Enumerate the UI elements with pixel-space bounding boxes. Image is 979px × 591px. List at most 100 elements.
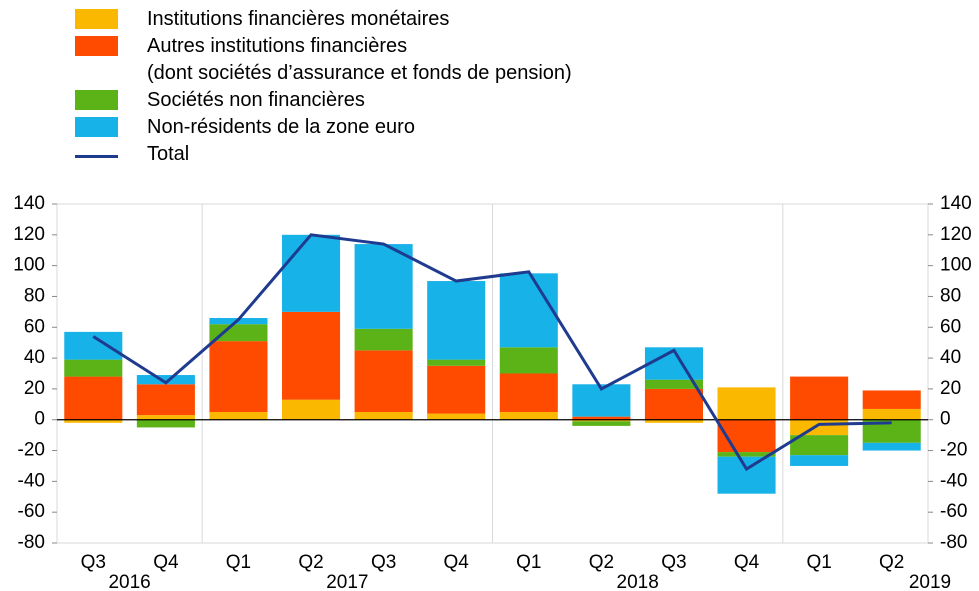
bar-segment: [790, 376, 849, 420]
x-tick-label: Q4: [734, 552, 760, 573]
bar-segment: [790, 435, 849, 456]
y-tick-label: 80: [24, 285, 45, 306]
y-tick-label: 140: [13, 193, 45, 214]
bar-segment: [354, 328, 413, 351]
y-tick-label: 100: [13, 255, 45, 276]
bar-segment: [572, 419, 631, 422]
x-tick-label: Q2: [589, 552, 614, 573]
x-tick-label: Q2: [879, 552, 904, 573]
x-tick-label: Q3: [661, 552, 686, 573]
y2-tick-label: 60: [940, 316, 961, 337]
legend-label: Autres institutions financières (dont so…: [147, 35, 572, 84]
y2-tick-label: 80: [940, 285, 961, 306]
bar-segment: [427, 281, 486, 360]
bar-segment: [136, 375, 195, 385]
bar-segment: [136, 384, 195, 416]
legend-label: Institutions financières monétaires: [147, 8, 450, 30]
y-tick-label: 0: [34, 409, 45, 430]
legend-item: Total: [75, 141, 572, 168]
legend: Institutions financières monétaires Autre…: [75, 6, 572, 168]
bar-segment: [862, 442, 921, 451]
x-tick-label: Q4: [153, 552, 179, 573]
bar-segment: [499, 412, 558, 420]
bar-segment: [64, 376, 123, 420]
x-tick-label: Q3: [371, 552, 396, 573]
legend-label: Total: [147, 143, 190, 165]
bar-segment: [282, 234, 341, 312]
y-tick-label: -60: [18, 501, 45, 522]
bar-segment: [862, 408, 921, 420]
bar-segment: [790, 455, 849, 466]
y2-tick-label: -80: [940, 532, 967, 553]
y-tick-label: -80: [18, 532, 45, 553]
bar-segment: [790, 419, 849, 436]
y-tick-label: 40: [24, 347, 45, 368]
y-tick-label: -40: [18, 470, 45, 491]
y-tick-label: 60: [24, 316, 45, 337]
legend-item: Autres institutions financières (dont so…: [75, 33, 572, 87]
legend-item: Sociétés non financières: [75, 87, 572, 114]
bar-segment: [64, 331, 123, 360]
bar-segment: [717, 456, 776, 494]
year-label: 2018: [617, 572, 659, 591]
bar-segment: [64, 359, 123, 377]
bar-segment: [644, 388, 703, 420]
total-line: [92, 233, 892, 472]
legend-label: Non-résidents de la zone euro: [147, 116, 415, 138]
bar-segment: [136, 415, 195, 420]
bar-segment: [427, 365, 486, 414]
bar-segment: [427, 413, 486, 420]
legend-swatch: [75, 117, 118, 137]
bar-segment: [572, 416, 631, 420]
bar-segment: [572, 421, 631, 426]
x-tick-label: Q3: [81, 552, 106, 573]
legend-swatch: [75, 36, 118, 56]
y2-tick-label: 0: [940, 409, 951, 430]
legend-item: Institutions financières monétaires: [75, 6, 572, 33]
bar-segment: [209, 412, 268, 420]
year-label: 2019: [909, 572, 951, 591]
bar-segment: [862, 419, 921, 443]
legend-swatch: [75, 155, 118, 158]
x-tick-label: Q1: [806, 552, 831, 573]
bar-segment: [499, 273, 558, 348]
bar-segment: [282, 399, 341, 420]
legend-swatch: [75, 90, 118, 110]
legend-swatch: [75, 9, 118, 29]
year-label: 2017: [326, 572, 368, 591]
legend-label: Sociétés non financières: [147, 89, 365, 111]
bar-segment: [354, 244, 413, 329]
bar-segment: [209, 341, 268, 413]
legend-item: Non-résidents de la zone euro: [75, 114, 572, 141]
bar-segment: [717, 387, 776, 420]
x-tick-label: Q1: [516, 552, 541, 573]
bar-segment: [136, 419, 195, 428]
bar-segment: [862, 390, 921, 409]
y2-tick-label: 40: [940, 347, 961, 368]
bar-segment: [644, 419, 703, 423]
bar-segment: [354, 412, 413, 420]
bar-segment: [717, 452, 776, 457]
bar-segment: [499, 347, 558, 374]
y2-tick-label: -40: [940, 470, 967, 491]
y2-tick-label: -60: [940, 501, 967, 522]
y2-tick-label: 20: [940, 378, 961, 399]
x-tick-label: Q1: [226, 552, 251, 573]
y2-tick-label: 100: [940, 255, 972, 276]
y-tick-label: -20: [18, 440, 45, 461]
y-tick-label: 20: [24, 378, 45, 399]
bar-segment: [427, 359, 486, 366]
x-tick-label: Q4: [444, 552, 470, 573]
y2-tick-label: 140: [940, 193, 972, 214]
bar-segment: [354, 350, 413, 413]
bar-segment: [282, 311, 341, 400]
x-tick-label: Q2: [298, 552, 323, 573]
y2-tick-label: 120: [940, 224, 972, 245]
year-label: 2016: [108, 572, 150, 591]
bar-segment: [209, 324, 268, 342]
bar-segment: [64, 419, 123, 423]
bar-segment: [644, 379, 703, 389]
y2-tick-label: -20: [940, 440, 967, 461]
